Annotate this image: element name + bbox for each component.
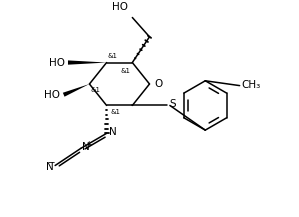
Text: &1: &1 [111,109,121,115]
Text: CH₃: CH₃ [242,80,261,90]
Text: HO: HO [45,90,60,100]
Text: +: + [85,140,91,149]
Text: N: N [82,142,90,152]
Text: &1: &1 [108,53,118,59]
Polygon shape [68,60,107,65]
Text: &1: &1 [91,87,100,93]
Text: HO: HO [49,58,65,67]
Text: HO: HO [112,2,128,12]
Text: N: N [46,162,54,172]
Text: N: N [109,127,117,137]
Polygon shape [63,84,89,97]
Text: O: O [155,79,163,89]
Text: &1: &1 [120,68,130,74]
Text: −: − [47,157,54,166]
Text: S: S [169,99,176,109]
